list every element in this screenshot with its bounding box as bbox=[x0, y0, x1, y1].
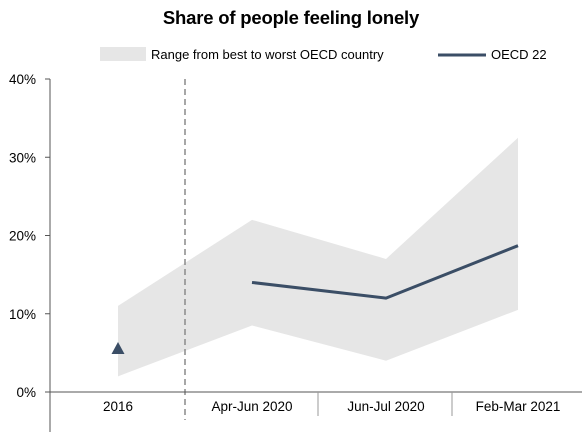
y-tick-label: 30% bbox=[9, 150, 36, 165]
y-tick-label: 0% bbox=[16, 385, 36, 400]
range-band-area bbox=[252, 137, 518, 361]
chart-title: Share of people feeling lonely bbox=[162, 7, 420, 28]
legend-swatch-range bbox=[100, 47, 146, 61]
y-tick-label: 40% bbox=[9, 72, 36, 87]
x-tick-label: Apr-Jun 2020 bbox=[211, 399, 292, 414]
series-line bbox=[251, 244, 519, 300]
y-tick-label: 20% bbox=[9, 229, 36, 244]
x-tick-label: 2016 bbox=[103, 399, 133, 414]
x-tick-label: Jun-Jul 2020 bbox=[347, 399, 424, 414]
y-tick-label: 10% bbox=[9, 307, 36, 322]
data-point-triangle bbox=[111, 341, 125, 354]
range-band-area bbox=[118, 219, 252, 377]
x-tick-label: Feb-Mar 2021 bbox=[476, 399, 561, 414]
legend-label-range: Range from best to worst OECD country bbox=[151, 47, 384, 62]
legend-label-series: OECD 22 bbox=[491, 47, 547, 62]
